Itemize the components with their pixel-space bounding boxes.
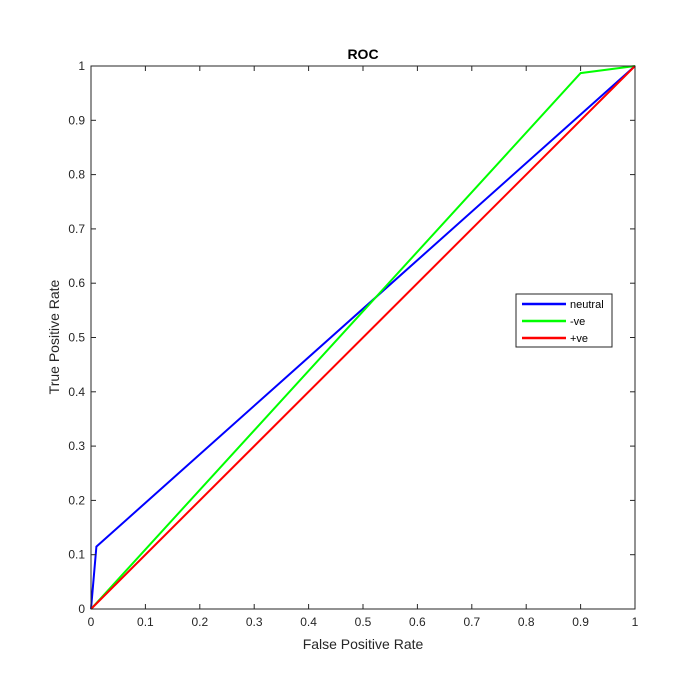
y-tick-label: 0.7 <box>68 222 85 236</box>
legend-items: neutral -ve +ve <box>522 299 604 345</box>
y-tick-label: 0.9 <box>68 113 85 127</box>
series-line-ve <box>90 65 636 610</box>
x-tick-label: 0.3 <box>246 615 263 629</box>
x-tick-label: 0.9 <box>572 615 589 629</box>
y-tick-label: 0.5 <box>68 331 85 345</box>
y-tick-label: 0 <box>78 602 85 616</box>
x-axis-label: False Positive Rate <box>303 636 424 652</box>
legend-label: +ve <box>570 333 588 345</box>
y-tick-label: 0.8 <box>68 168 85 182</box>
series-layer <box>90 65 636 610</box>
x-tick-label: 0.4 <box>300 615 317 629</box>
series-line-neutral <box>90 65 636 610</box>
y-tick-label: 1 <box>78 59 85 73</box>
x-tick-label: 0 <box>88 615 95 629</box>
legend: neutral -ve +ve <box>515 293 613 348</box>
y-tick-label: 0.6 <box>68 276 85 290</box>
chart-title: ROC <box>347 46 378 62</box>
y-axis-label: True Positive Rate <box>46 279 62 394</box>
y-axis-ticks: 0 0.1 0.2 0.3 0.4 0.5 0.6 0.7 0.8 0.9 1 <box>68 59 635 616</box>
y-tick-label: 0.2 <box>68 493 85 507</box>
legend-label: -ve <box>570 316 585 328</box>
x-tick-label: 0.5 <box>355 615 372 629</box>
series-line-ve <box>90 65 636 610</box>
x-tick-label: 1 <box>632 615 639 629</box>
x-tick-label: 0.6 <box>409 615 426 629</box>
y-tick-label: 0.4 <box>68 385 85 399</box>
y-tick-label: 0.3 <box>68 439 85 453</box>
x-tick-label: 0.2 <box>191 615 208 629</box>
legend-label: neutral <box>570 299 604 311</box>
x-axis-ticks: 0 0.1 0.2 0.3 0.4 0.5 0.6 0.7 0.8 0.9 1 <box>88 66 639 629</box>
x-tick-label: 0.1 <box>137 615 154 629</box>
y-tick-label: 0.1 <box>68 548 85 562</box>
x-tick-label: 0.7 <box>463 615 480 629</box>
x-tick-label: 0.8 <box>518 615 535 629</box>
